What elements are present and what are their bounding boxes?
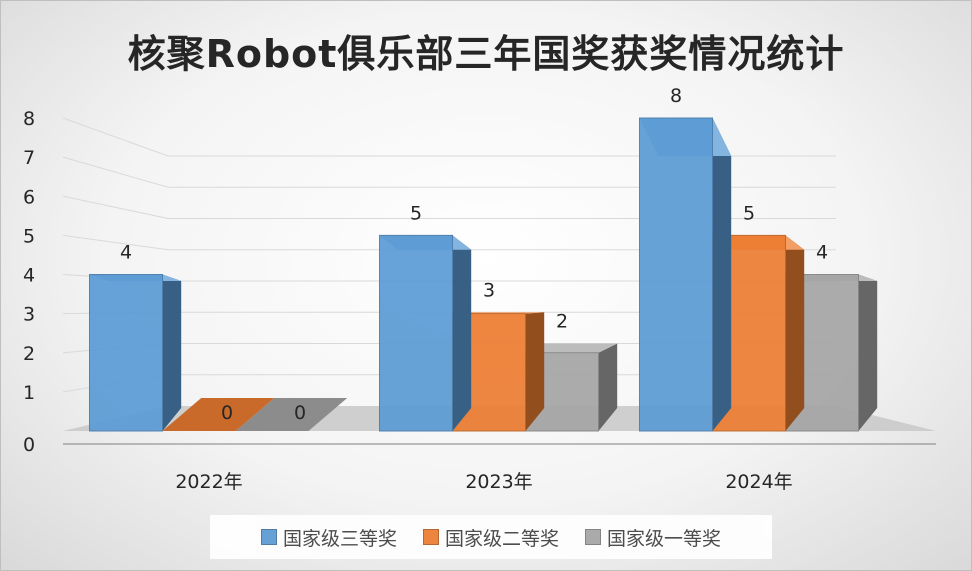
gridline xyxy=(62,156,836,188)
data-label: 0 xyxy=(294,402,306,424)
bar-0-1-side xyxy=(452,235,472,431)
y-tick-label: 8 xyxy=(23,108,35,130)
bar-2-1-top xyxy=(525,343,618,353)
data-label: 4 xyxy=(120,242,132,264)
data-label: 3 xyxy=(483,279,495,301)
y-tick-label: 4 xyxy=(23,265,35,287)
bar-1-1-side xyxy=(525,312,545,431)
bar-0-2-side xyxy=(712,118,732,431)
y-tick-label: 6 xyxy=(23,186,35,208)
y-tick-label: 5 xyxy=(23,225,35,247)
legend-label: 国家级三等奖 xyxy=(282,527,397,550)
legend-swatch xyxy=(585,529,601,545)
y-tick-label: 3 xyxy=(23,304,35,326)
data-label: 4 xyxy=(816,242,828,264)
y-tick-label: 7 xyxy=(23,147,35,169)
bar-0-1 xyxy=(379,234,453,432)
bar-0-2 xyxy=(639,117,713,432)
bar-2-2-side xyxy=(858,274,878,431)
bar-0-0 xyxy=(89,274,163,432)
x-category-label: 2022年 xyxy=(175,471,242,493)
legend-swatch xyxy=(422,529,439,545)
data-label: 0 xyxy=(221,402,233,424)
x-category-label: 2024年 xyxy=(725,471,792,493)
data-label: 5 xyxy=(743,202,755,224)
bar-2-1-side xyxy=(598,343,618,431)
legend-item: 国家级三等奖 xyxy=(260,524,397,551)
gridline xyxy=(62,117,836,157)
x-category-label: 2023年 xyxy=(465,471,532,493)
y-tick-label: 2 xyxy=(23,343,35,365)
bar-0-0-side xyxy=(162,274,182,431)
legend-label: 国家级二等奖 xyxy=(444,527,559,550)
data-label: 2 xyxy=(556,311,568,333)
bar-2-0 xyxy=(235,398,348,431)
data-label: 8 xyxy=(670,85,682,107)
gridline xyxy=(62,234,836,251)
y-tick-label: 1 xyxy=(23,382,35,404)
bar-1-2-side xyxy=(785,235,805,431)
bar-1-0 xyxy=(162,398,275,431)
legend-item: 国家级一等奖 xyxy=(585,524,721,551)
data-label: 5 xyxy=(410,202,422,224)
gridline xyxy=(62,195,836,219)
legend-label: 国家级一等奖 xyxy=(607,527,722,550)
chart-title: 核聚Robot俱乐部三年国奖获奖情况统计 xyxy=(127,32,845,76)
legend-item: 国家级二等奖 xyxy=(422,524,559,551)
legend-swatch xyxy=(260,529,277,545)
y-tick-label: 0 xyxy=(23,434,35,456)
legend: 国家级三等奖 国家级二等奖 国家级一等奖 xyxy=(210,515,772,559)
